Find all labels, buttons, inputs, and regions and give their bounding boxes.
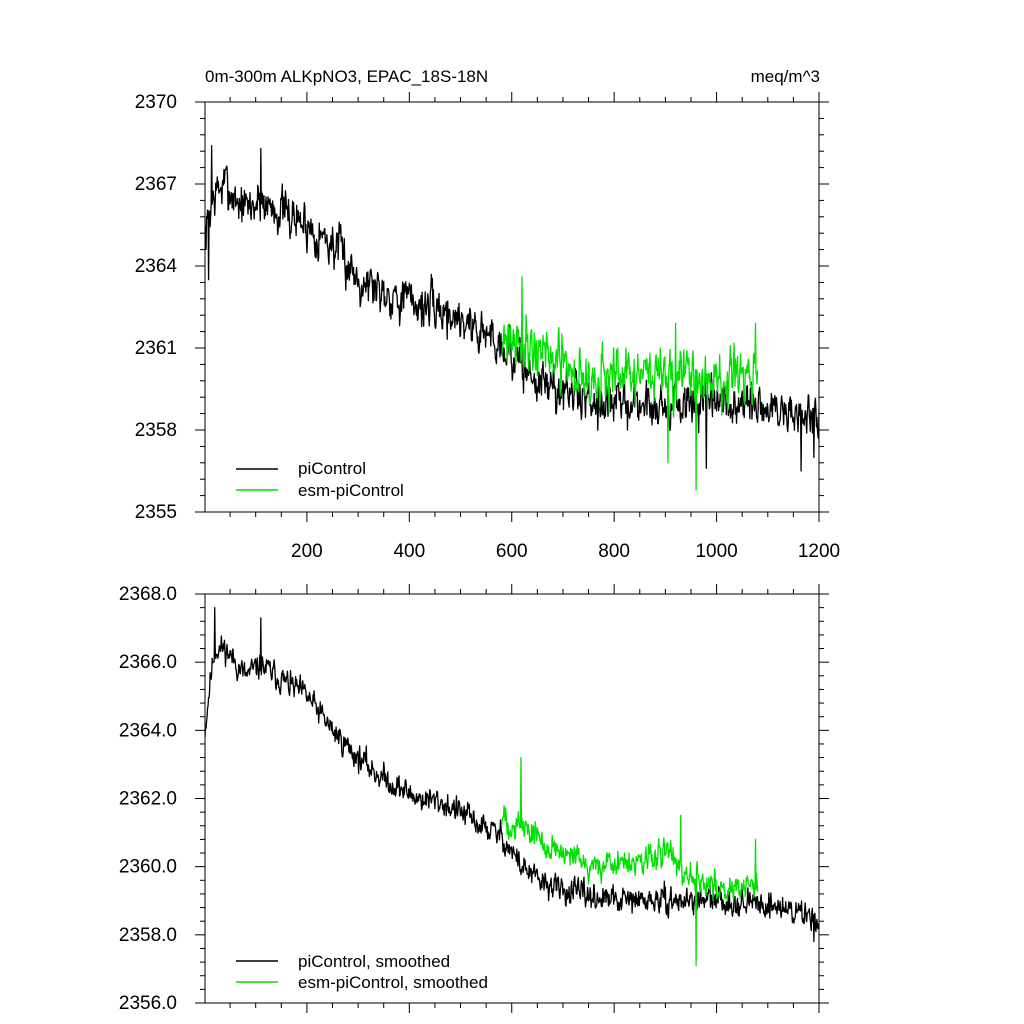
top-xtick-label: 1200	[798, 541, 840, 562]
bottom-ytick-label: 2364.0	[119, 720, 177, 741]
top-plot-area	[205, 145, 819, 491]
bottom-ytick-label: 2362.0	[119, 789, 177, 810]
bottom-legend-label-picontrol: piControl, smoothed	[298, 952, 450, 971]
top-plot-frame	[204, 101, 820, 513]
bottom-series-group	[205, 606, 819, 967]
bottom-ytick-label: 2356.0	[119, 993, 177, 1014]
top-legend: piControl esm-piControl	[236, 459, 404, 500]
top-axes: 2355 2358 2361 2364 2367 2370 200 400 600 800 1000…	[135, 92, 840, 562]
top-units: meq/m^3	[751, 67, 820, 86]
top-xtick-label: 400	[393, 541, 425, 562]
top-xtick-label: 1000	[695, 541, 737, 562]
top-xtick-label: 800	[598, 541, 630, 562]
top-series-line-esm-picontrol	[500, 276, 759, 491]
top-ytick-label: 2361	[135, 338, 177, 359]
bottom-plot-area	[205, 606, 819, 967]
bottom-legend: piControl, smoothed esm-piControl, smoot…	[236, 952, 488, 992]
top-legend-label-picontrol: piControl	[298, 459, 366, 478]
bottom-panel: 2356.0 2358.0 2360.0 2362.0 2364.0 2366.0 2368…	[119, 584, 829, 1014]
top-xtick-label: 600	[496, 541, 528, 562]
top-ytick-label: 2355	[135, 502, 177, 523]
bottom-ytick-label: 2366.0	[119, 652, 177, 673]
top-ytick-label: 2364	[135, 256, 178, 277]
top-series-line-picontrol	[205, 145, 819, 472]
bottom-ytick-label: 2360.0	[119, 857, 177, 878]
top-ytick-label: 2367	[135, 174, 177, 195]
top-legend-label-esm: esm-piControl	[298, 481, 404, 500]
top-series-group	[205, 145, 819, 491]
top-panel: 0m-300m ALKpNO3, EPAC_18S-18N meq/m^3 23…	[135, 67, 840, 562]
bottom-axes: 2356.0 2358.0 2360.0 2362.0 2364.0 2366.0 2368…	[119, 584, 829, 1014]
bottom-ytick-label: 2358.0	[119, 925, 177, 946]
top-title: 0m-300m ALKpNO3, EPAC_18S-18N	[205, 67, 488, 86]
bottom-legend-label-esm: esm-piControl, smoothed	[298, 973, 488, 992]
bottom-series-line-picontrol	[205, 606, 819, 943]
top-ytick-label: 2370	[135, 92, 177, 113]
top-ytick-label: 2358	[135, 420, 177, 441]
bottom-plot-frame	[204, 593, 820, 1004]
bottom-ytick-label: 2368.0	[119, 584, 177, 605]
top-xtick-label: 200	[291, 541, 323, 562]
bottom-series-line-esm-picontrol	[500, 756, 759, 967]
